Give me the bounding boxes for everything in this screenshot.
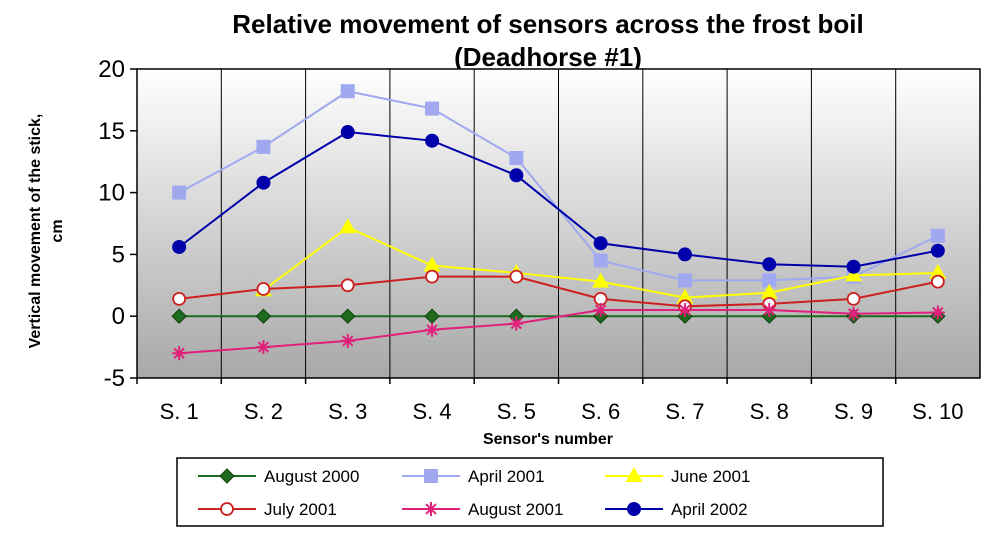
data-point: [676, 288, 694, 304]
chart-title-line-2: (Deadhorse #1): [454, 42, 642, 72]
data-point: [340, 125, 355, 140]
data-point: [509, 150, 524, 165]
x-tick-label: S. 8: [750, 399, 789, 424]
data-point: [256, 139, 271, 154]
x-tick-label: S. 3: [328, 399, 367, 424]
data-point: [762, 303, 777, 318]
y-tick-label: 0: [112, 303, 125, 330]
series-line: [179, 275, 939, 308]
series-april-2002: [172, 125, 945, 274]
y-axis-label-line-2: cm: [49, 219, 66, 242]
data-point: [762, 273, 777, 288]
x-tick-label: S. 9: [834, 399, 873, 424]
legend-item: August 2001: [402, 500, 563, 519]
chart-title-line-1: Relative movement of sensors across the …: [232, 9, 863, 39]
data-point: [593, 253, 608, 268]
data-point: [930, 274, 945, 289]
data-point: [677, 303, 692, 318]
data-point: [846, 306, 861, 321]
data-point: [509, 316, 524, 331]
data-point: [425, 133, 440, 148]
legend-label: August 2001: [468, 500, 563, 519]
legend: August 2000 April 2001 June 2001 July 2001 A…: [198, 467, 750, 519]
data-point: [677, 273, 692, 288]
x-tick-label: S. 1: [160, 399, 199, 424]
x-tick-label: S. 10: [912, 399, 963, 424]
x-tick-label: S. 6: [581, 399, 620, 424]
data-point: [340, 308, 356, 324]
data-point: [339, 218, 357, 234]
legend-label: April 2002: [671, 500, 748, 519]
data-point: [255, 308, 272, 324]
data-point: [762, 257, 777, 272]
data-point: [592, 272, 610, 288]
data-point: [423, 256, 441, 272]
legend-item: April 2002: [605, 500, 748, 519]
data-point: [171, 308, 187, 324]
x-axis-label: Sensor's number: [483, 431, 613, 448]
series-june-2001: [254, 218, 947, 304]
legend-box: [176, 457, 884, 527]
legend-label: June 2001: [671, 467, 750, 486]
data-point: [219, 468, 235, 484]
legend-item: June 2001: [605, 467, 750, 486]
data-point: [340, 278, 355, 293]
series-line: [179, 309, 938, 355]
data-point: [256, 340, 271, 355]
y-tick-layer: -5 0 5 10 15 20: [98, 56, 125, 392]
data-point: [930, 305, 945, 320]
y-tick-label: 15: [98, 118, 125, 145]
data-point: [220, 502, 234, 516]
data-point: [256, 282, 271, 296]
data-point: [760, 283, 778, 299]
data-point: [424, 469, 438, 483]
legend-label: August 2000: [264, 467, 359, 486]
y-tick-label: 20: [98, 56, 125, 83]
legend-label: April 2001: [468, 467, 545, 486]
data-point: [625, 467, 643, 482]
x-tick-label: S. 4: [412, 399, 451, 424]
data-point: [425, 322, 440, 337]
data-point: [930, 243, 945, 258]
data-point: [846, 291, 861, 306]
grid-layer: [130, 68, 897, 379]
data-point: [846, 259, 861, 274]
data-point: [930, 228, 945, 243]
data-point: [929, 263, 947, 279]
legend-label: July 2001: [264, 500, 337, 519]
y-tick-label: 5: [112, 241, 125, 268]
data-point: [509, 168, 524, 183]
data-point: [677, 247, 692, 262]
data-point: [845, 266, 863, 282]
x-tick-label: S. 5: [497, 399, 536, 424]
data-point: [172, 346, 187, 361]
x-tick-label: S. 2: [244, 399, 283, 424]
data-point: [509, 269, 524, 284]
data-point: [593, 236, 608, 251]
data-point: [256, 175, 271, 190]
y-tick-label: -5: [104, 365, 125, 392]
data-point: [340, 333, 355, 348]
data-point: [424, 502, 438, 516]
data-point: [172, 185, 187, 200]
x-tick-label: S. 7: [665, 399, 704, 424]
data-point: [593, 303, 608, 318]
series-august-2001: [172, 303, 945, 361]
data-point: [340, 84, 355, 99]
legend-item: August 2000: [198, 467, 359, 486]
data-point: [172, 291, 187, 306]
legend-item: April 2001: [402, 467, 545, 486]
data-point: [172, 239, 187, 254]
x-tick-layer: S. 1 S. 2 S. 3 S. 4 S. 5 S. 6 S. 7 S. 8 S. 9 S. 1…: [136, 378, 964, 424]
data-point: [425, 101, 440, 116]
data-point: [425, 269, 439, 284]
y-axis-label-line-1: Vertical movement of the stick,: [27, 114, 44, 349]
y-tick-label: 10: [98, 180, 125, 207]
legend-item: July 2001: [198, 500, 337, 519]
series-layer: [171, 84, 947, 361]
data-point: [627, 502, 641, 516]
series-line: [178, 131, 939, 268]
